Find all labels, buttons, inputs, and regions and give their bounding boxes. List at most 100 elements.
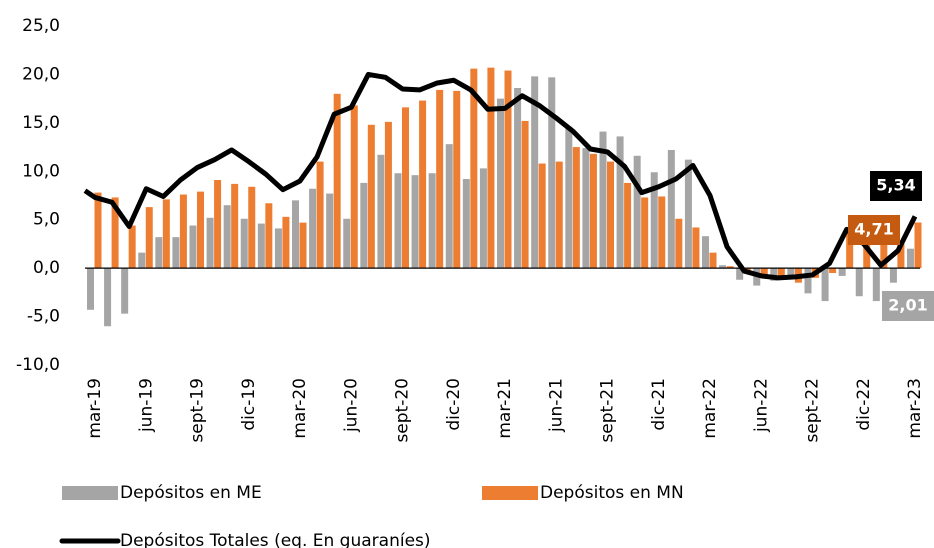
bar xyxy=(907,248,914,269)
bar xyxy=(360,182,368,269)
bar xyxy=(453,90,461,269)
y-tick-label: -5,0 xyxy=(27,307,60,327)
bar xyxy=(104,268,112,327)
value-label-box xyxy=(848,215,900,245)
bar xyxy=(855,268,863,297)
bar xyxy=(367,124,375,269)
bar xyxy=(316,161,324,269)
value-label: 4,71 xyxy=(854,220,893,239)
bar xyxy=(428,173,436,269)
bar xyxy=(487,67,495,269)
bar xyxy=(172,237,180,269)
x-tick-label: sept-20 xyxy=(393,378,413,443)
bar xyxy=(197,191,204,269)
bar xyxy=(87,268,94,310)
bar xyxy=(719,265,727,269)
bar xyxy=(538,163,546,269)
bar xyxy=(675,218,683,269)
bar xyxy=(179,194,187,269)
value-label-box xyxy=(870,171,922,201)
y-tick-label: 20,0 xyxy=(22,64,60,84)
bar xyxy=(514,87,522,269)
bar xyxy=(333,93,341,269)
bar xyxy=(377,154,385,269)
bar xyxy=(709,252,717,269)
bar xyxy=(616,136,624,269)
legend-label: Depósitos Totales (eq. En guaraníes) xyxy=(120,531,431,548)
bar xyxy=(94,192,102,269)
bar xyxy=(462,179,470,269)
bar xyxy=(257,223,265,269)
x-tick-label: mar-21 xyxy=(495,378,515,439)
bar xyxy=(497,98,504,269)
y-tick-label: 5,0 xyxy=(33,210,60,230)
bar xyxy=(641,197,649,269)
bar xyxy=(702,236,709,269)
bar xyxy=(231,183,239,269)
bar xyxy=(829,268,837,273)
bar xyxy=(521,120,529,269)
bar xyxy=(548,77,556,269)
x-tick-label: jun-22 xyxy=(751,378,771,433)
y-tick-label: 10,0 xyxy=(22,161,60,181)
bar xyxy=(787,268,795,278)
bar xyxy=(684,159,692,269)
bar xyxy=(223,205,231,269)
line xyxy=(83,71,918,281)
y-tick-label: -10,0 xyxy=(16,355,60,375)
bar xyxy=(419,100,427,269)
x-tick-label: jun-21 xyxy=(546,378,566,433)
bar xyxy=(838,268,846,276)
bar xyxy=(299,222,307,269)
legend-label: Depósitos en MN xyxy=(540,483,684,503)
bar xyxy=(111,197,119,269)
x-tick-label: jun-20 xyxy=(341,378,361,433)
bar xyxy=(770,268,778,281)
bar xyxy=(121,268,129,314)
bar xyxy=(292,200,299,269)
x-tick-label: dic-20 xyxy=(444,378,464,431)
y-tick-label: 15,0 xyxy=(22,113,60,133)
bar xyxy=(445,144,453,269)
bar xyxy=(309,188,317,269)
bar xyxy=(572,147,580,269)
bar xyxy=(394,173,402,269)
x-tick-label: sept-22 xyxy=(803,378,823,443)
bar xyxy=(206,217,214,269)
bar xyxy=(214,180,222,269)
bar xyxy=(384,121,392,269)
bar xyxy=(531,76,539,269)
legend-swatch xyxy=(62,486,118,500)
bar xyxy=(582,148,590,269)
bar xyxy=(777,268,785,276)
bar xyxy=(889,268,897,283)
bar xyxy=(436,89,444,269)
bar xyxy=(145,207,153,269)
bar xyxy=(726,266,734,269)
bar xyxy=(565,126,573,269)
bar xyxy=(189,225,197,269)
bar xyxy=(736,268,744,280)
bar xyxy=(897,243,905,269)
bar xyxy=(692,227,700,269)
bar xyxy=(155,237,163,269)
x-tick-label: dic-21 xyxy=(649,378,669,431)
value-label: 2,01 xyxy=(888,296,927,315)
bar xyxy=(326,193,334,269)
bar xyxy=(880,239,888,269)
bar xyxy=(914,222,922,269)
x-tick-label: dic-19 xyxy=(239,378,259,431)
y-tick-label: 25,0 xyxy=(22,16,60,36)
x-tick-label: dic-22 xyxy=(854,378,874,431)
legend-label: Depósitos en ME xyxy=(120,483,262,503)
y-tick-label: 0,0 xyxy=(33,258,60,278)
bar xyxy=(589,153,597,269)
value-label-box xyxy=(882,291,934,321)
x-tick-label: jun-19 xyxy=(136,378,156,433)
bar xyxy=(650,172,658,269)
legend-swatch xyxy=(482,486,538,500)
bar xyxy=(479,168,487,269)
bar xyxy=(470,68,478,269)
bar xyxy=(274,228,282,269)
bar xyxy=(265,203,273,269)
